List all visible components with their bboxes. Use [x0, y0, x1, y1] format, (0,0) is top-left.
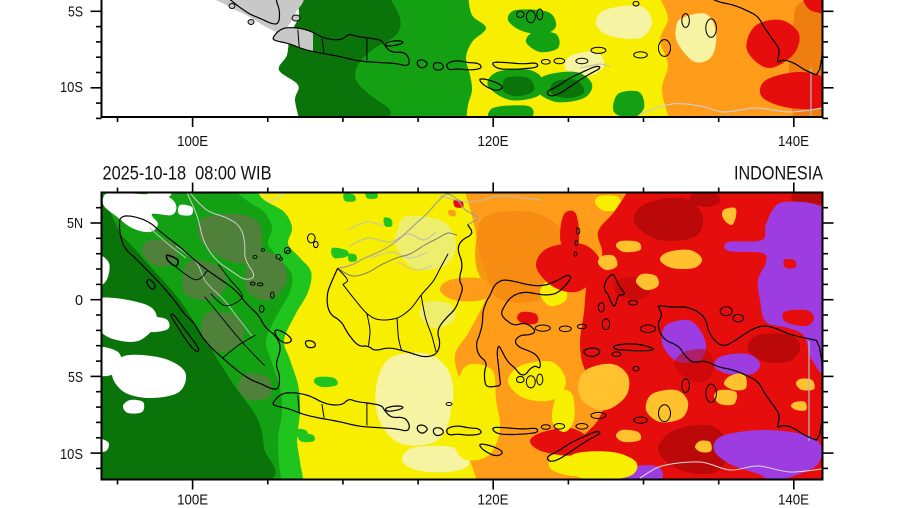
svg-text:10S: 10S: [60, 446, 83, 463]
svg-text:140E: 140E: [778, 133, 809, 150]
svg-text:100E: 100E: [177, 133, 208, 150]
svg-text:140E: 140E: [778, 492, 809, 508]
svg-text:INDONESIA: INDONESIA: [734, 163, 823, 185]
svg-text:0: 0: [75, 292, 83, 309]
svg-text:5S: 5S: [68, 369, 83, 386]
svg-text:120E: 120E: [478, 133, 509, 150]
svg-text:120E: 120E: [478, 492, 509, 508]
svg-text:5S: 5S: [68, 4, 83, 21]
svg-text:2025-10-18 08:00 WIB: 2025-10-18 08:00 WIB: [103, 163, 272, 185]
svg-text:10S: 10S: [60, 79, 83, 96]
svg-text:5N: 5N: [67, 215, 83, 232]
svg-text:100E: 100E: [177, 492, 208, 508]
